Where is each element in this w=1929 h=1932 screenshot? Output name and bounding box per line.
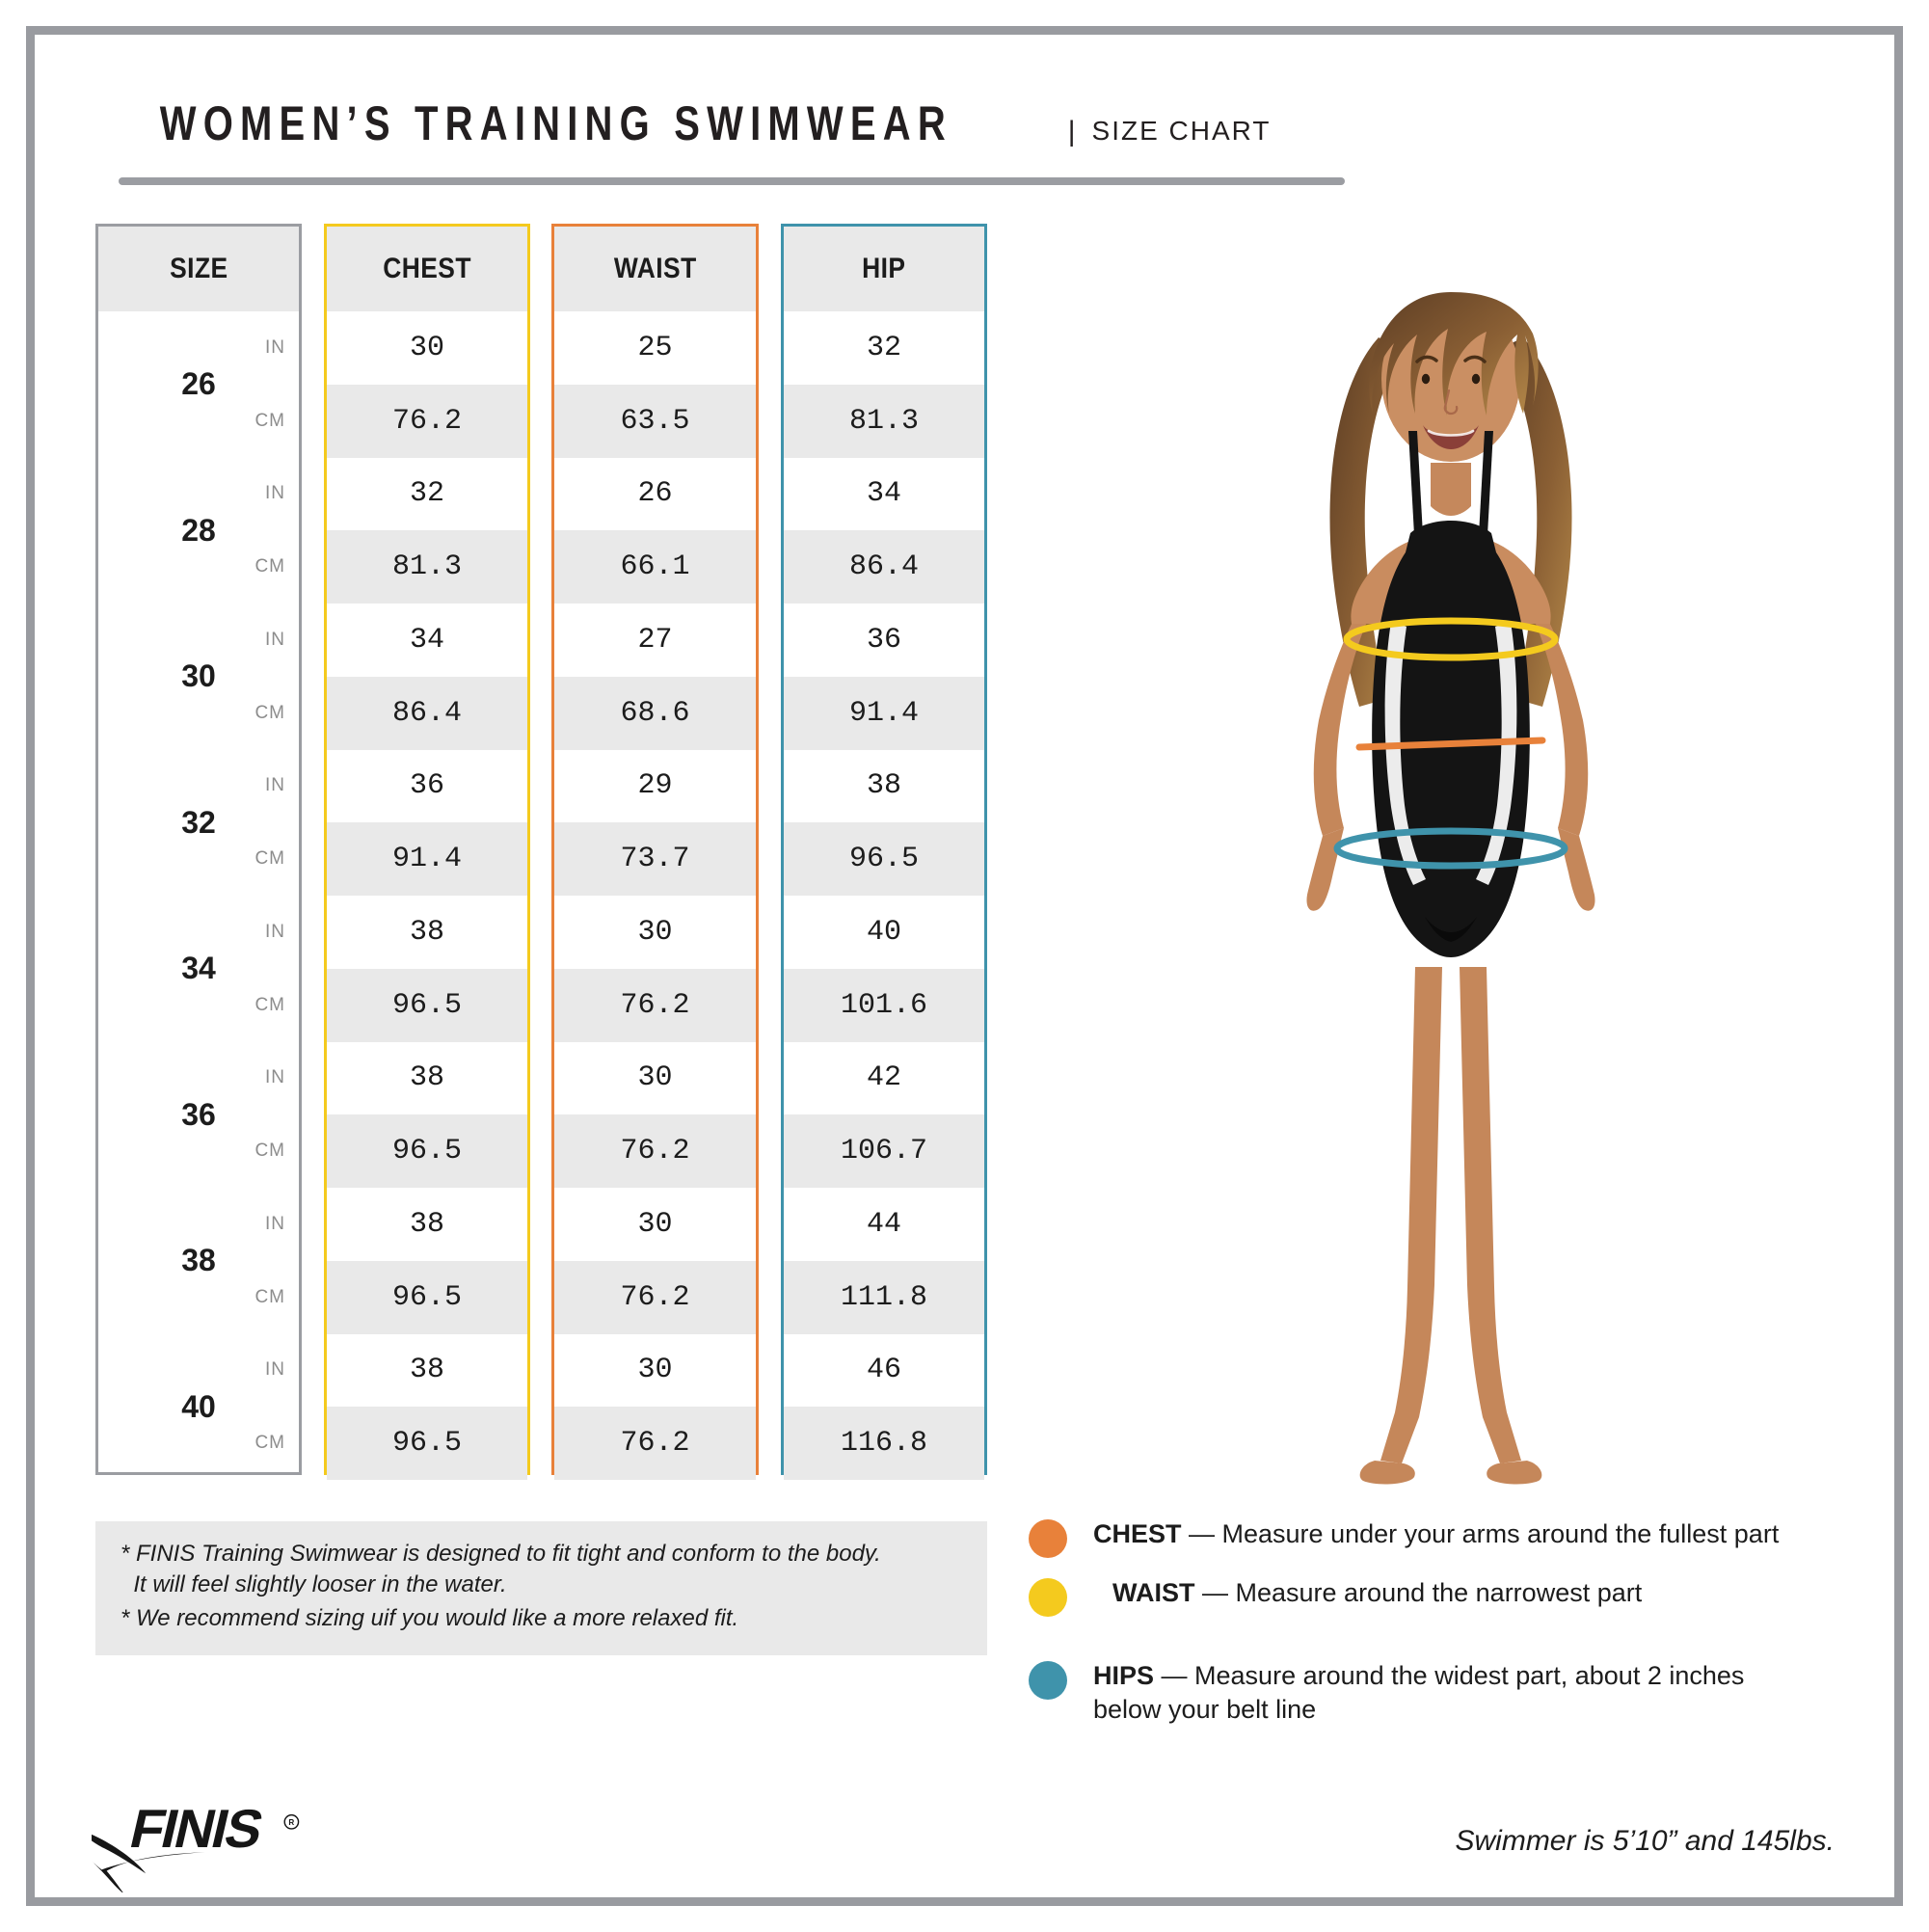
svg-text:FINIS: FINIS [124,1800,267,1860]
svg-text:R: R [288,1818,294,1827]
